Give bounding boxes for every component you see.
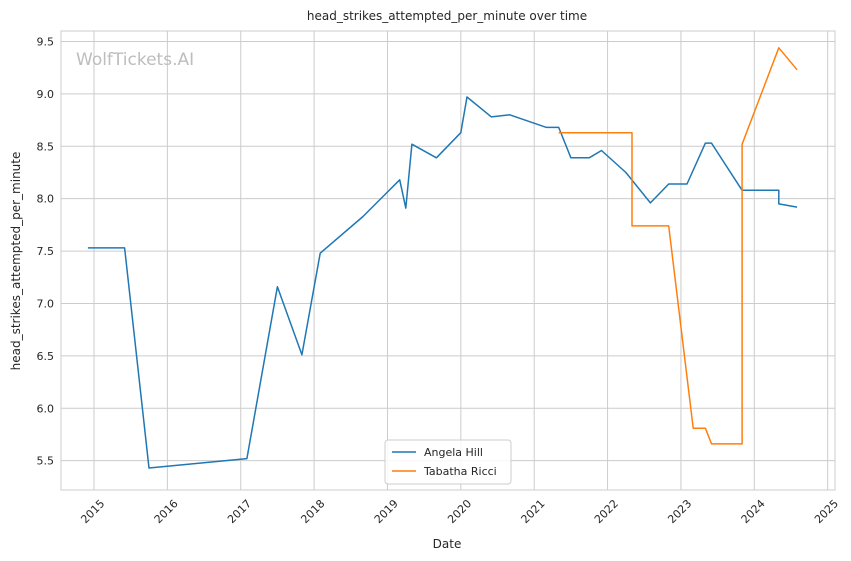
watermark-text: WolfTickets.AI — [76, 50, 194, 70]
y-tick-label: 7.5 — [37, 245, 55, 258]
series-line-tabatha-ricci — [558, 47, 798, 445]
y-tick-label: 8.5 — [37, 140, 55, 153]
legend-label-angela-hill: Angela Hill — [424, 446, 483, 459]
y-tick-label: 9.0 — [37, 88, 55, 101]
y-tick-label: 8.0 — [37, 193, 55, 206]
gridlines — [61, 31, 835, 490]
y-axis-ticks: 5.5 6.0 6.5 7.0 7.5 8.0 8.5 9.0 9.5 — [37, 35, 55, 467]
y-tick-label: 6.5 — [37, 350, 55, 363]
x-axis-label: Date — [433, 537, 462, 551]
chart-title: head_strikes_attempted_per_minute over t… — [307, 9, 587, 23]
legend-box — [384, 439, 512, 485]
y-axis-label: head_strikes_attempted_per_minute — [9, 152, 23, 371]
y-tick-label: 9.5 — [37, 35, 55, 48]
legend-label-tabatha-ricci: Tabatha Ricci — [423, 465, 497, 478]
y-tick-label: 5.5 — [37, 455, 55, 468]
legend: Angela Hill Tabatha Ricci — [384, 439, 512, 485]
plot-series — [87, 47, 798, 469]
y-tick-label: 6.0 — [37, 402, 55, 415]
plot-area-frame — [60, 30, 836, 491]
series-line-angela-hill — [87, 96, 798, 469]
y-tick-label: 7.0 — [37, 297, 55, 310]
